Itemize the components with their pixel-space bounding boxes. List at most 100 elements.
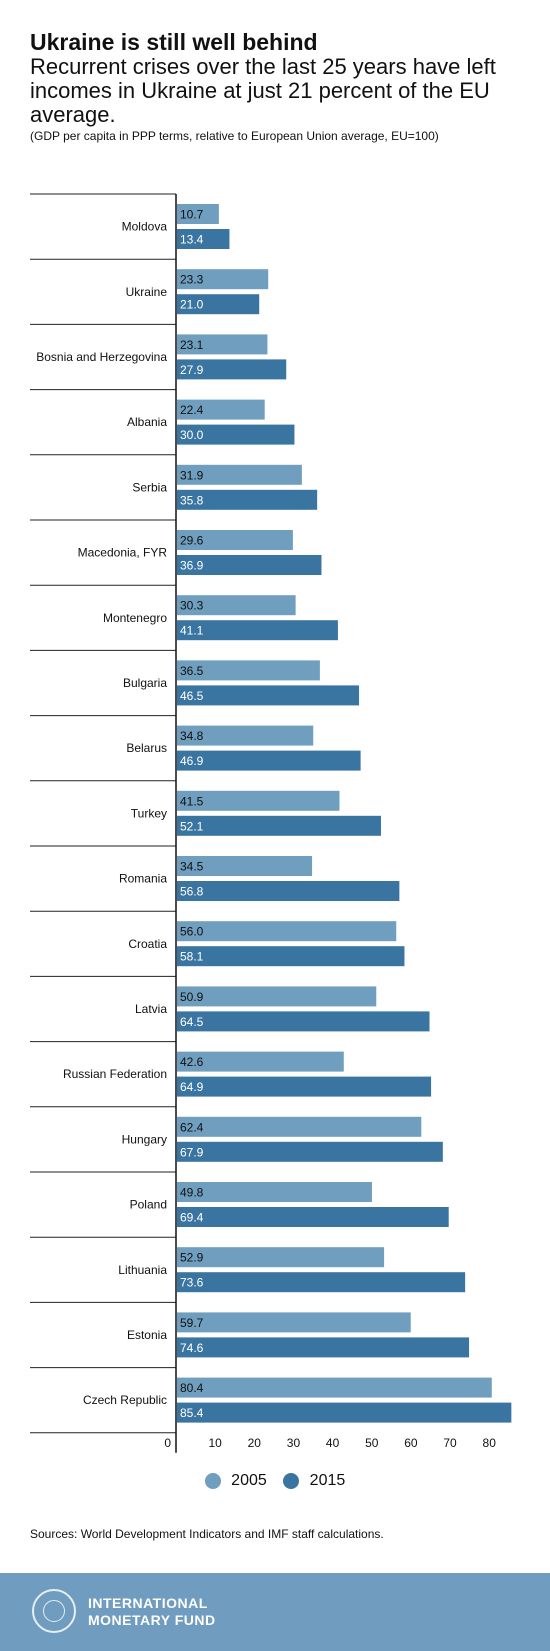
bar-2015 (177, 881, 400, 901)
x-tick-label: 10 (208, 1436, 222, 1450)
category-label: Poland (130, 1198, 167, 1212)
data-label-2015: 27.9 (180, 363, 204, 377)
category-label: Turkey (131, 806, 167, 820)
data-label-2015: 74.6 (180, 1341, 204, 1355)
legend-swatch-2015 (283, 1473, 300, 1489)
x-tick-label: 0 (164, 1436, 171, 1450)
x-tick-label: 40 (326, 1436, 340, 1450)
data-label-2005: 41.5 (180, 794, 204, 808)
x-tick-label: 60 (404, 1436, 418, 1450)
bar-2005 (177, 725, 314, 746)
data-label-2015: 35.8 (180, 493, 204, 507)
data-label-2005: 49.8 (180, 1186, 204, 1200)
data-label-2015: 64.5 (180, 1015, 204, 1029)
bar-2015 (177, 1337, 470, 1358)
legend-item-2005: 2005 (204, 1472, 267, 1490)
data-label-2005: 80.4 (180, 1381, 204, 1395)
category-label: Czech Republic (83, 1393, 167, 1407)
data-label-2015: 36.9 (180, 559, 204, 573)
bar-2005 (177, 530, 293, 550)
bar-2005 (177, 1182, 372, 1202)
bar-2005 (177, 1051, 344, 1072)
category-label: Romania (119, 872, 167, 886)
legend-swatch-2005 (204, 1473, 221, 1489)
bar-2015 (177, 1076, 432, 1097)
bar-2015 (177, 424, 295, 445)
data-label-2005: 31.9 (180, 468, 204, 482)
category-label: Macedonia, FYR (78, 546, 168, 560)
brand-line-2: MONETARY FUND (88, 1612, 216, 1628)
category-label: Serbia (132, 480, 167, 494)
data-label-2005: 56.0 (180, 925, 204, 939)
source-note: Sources: World Development Indicators an… (30, 1527, 384, 1541)
category-label: Croatia (128, 937, 167, 951)
category-label: Estonia (127, 1328, 167, 1342)
bar-2005 (177, 464, 302, 485)
imf-seal-icon (32, 1589, 76, 1633)
bar-2015 (177, 1272, 466, 1293)
x-tick-label: 30 (287, 1436, 301, 1450)
imf-brand: INTERNATIONAL MONETARY FUND (88, 1595, 216, 1629)
data-label-2005: 62.4 (180, 1120, 204, 1134)
bar-2005 (177, 1247, 385, 1268)
x-tick-label: 20 (248, 1436, 262, 1450)
x-tick-label: 50 (365, 1436, 379, 1450)
category-label: Bosnia and Herzegovina (36, 350, 167, 364)
chart-subtitle: Recurrent crises over the last 25 years … (30, 54, 496, 127)
bar-2015 (177, 685, 360, 706)
bar-2015 (177, 1011, 430, 1032)
data-label-2005: 42.6 (180, 1055, 204, 1069)
data-label-2015: 58.1 (180, 950, 204, 964)
data-label-2015: 46.9 (180, 754, 204, 768)
category-label: Lithuania (118, 1263, 167, 1277)
category-label: Ukraine (126, 285, 168, 299)
data-label-2015: 41.1 (180, 624, 204, 638)
chart-note: (GDP per capita in PPP terms, relative t… (30, 129, 439, 143)
bar-2005 (177, 399, 265, 420)
data-label-2015: 52.1 (180, 819, 204, 833)
data-label-2005: 34.8 (180, 729, 204, 743)
data-label-2015: 21.0 (180, 298, 204, 312)
x-tick-label: 80 (483, 1436, 497, 1450)
bar-2005 (177, 790, 340, 811)
footer-banner: INTERNATIONAL MONETARY FUND (0, 1573, 550, 1651)
bar-2005 (177, 856, 313, 876)
bar-2015 (177, 1402, 512, 1423)
data-label-2015: 69.4 (180, 1211, 204, 1225)
data-label-2015: 13.4 (180, 233, 204, 247)
bar-2005 (177, 204, 219, 224)
bar-2015 (177, 229, 230, 249)
category-label: Belarus (126, 741, 167, 755)
data-label-2005: 22.4 (180, 403, 204, 417)
data-label-2005: 59.7 (180, 1316, 204, 1330)
data-label-2015: 56.8 (180, 885, 204, 899)
bar-2005 (177, 1312, 411, 1333)
bar-2015 (177, 815, 381, 836)
legend-label-2015: 2015 (309, 1472, 346, 1489)
bar-2005 (177, 1377, 492, 1398)
imf-seal-inner-icon (43, 1600, 65, 1622)
bar-2015 (177, 620, 338, 641)
chart-title: Ukraine is still well behind (30, 29, 318, 55)
data-label-2005: 23.1 (180, 338, 204, 352)
bar-chart: Moldova 10.7 13.4 Ukraine 23.3 21.0 Bosnia and… (30, 193, 512, 1453)
legend-label-2005: 2005 (231, 1472, 267, 1489)
data-label-2005: 36.5 (180, 664, 204, 678)
data-label-2005: 34.5 (180, 860, 204, 874)
data-label-2015: 67.9 (180, 1145, 204, 1159)
category-label: Bulgaria (123, 676, 167, 690)
category-label: Montenegro (103, 611, 167, 625)
brand-line-1: INTERNATIONAL (88, 1595, 208, 1611)
bar-2005 (177, 269, 269, 290)
data-label-2005: 10.7 (180, 208, 204, 222)
legend-item-2015: 2015 (283, 1472, 345, 1490)
category-label: Latvia (135, 1002, 167, 1016)
x-tick-label: 70 (443, 1436, 457, 1450)
bar-2005 (177, 1116, 422, 1137)
category-label: Russian Federation (63, 1067, 167, 1081)
bar-2005 (177, 334, 268, 355)
bar-2015 (177, 1207, 449, 1227)
data-label-2005: 29.6 (180, 534, 204, 548)
category-label: Hungary (122, 1132, 167, 1146)
